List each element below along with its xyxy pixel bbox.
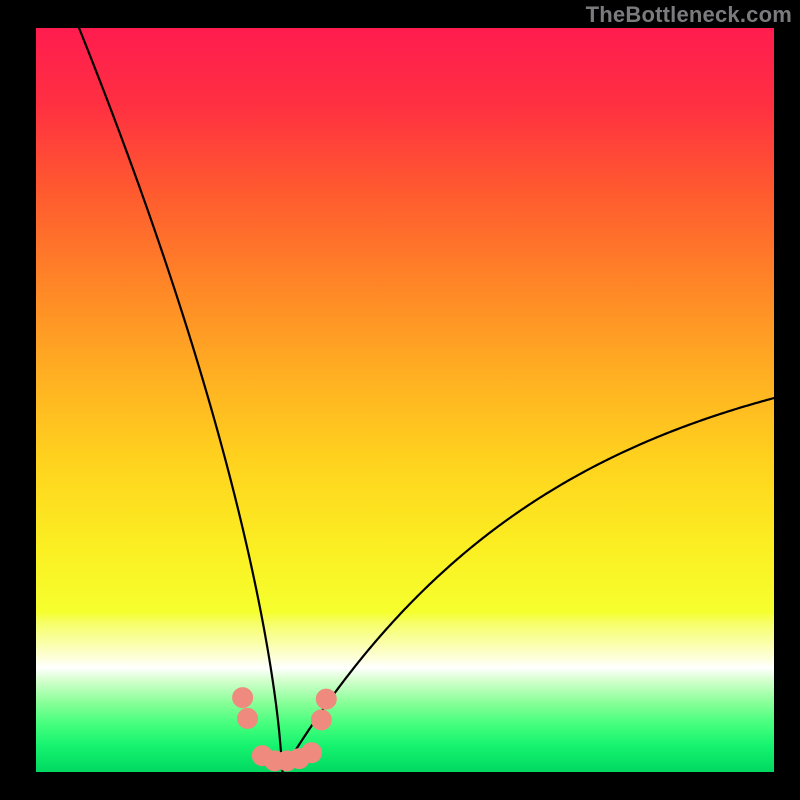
chart-svg <box>0 0 800 800</box>
data-marker <box>233 688 253 708</box>
chart-root: TheBottleneck.com <box>0 0 800 800</box>
data-marker <box>316 689 336 709</box>
plot-area <box>36 28 774 772</box>
data-marker <box>302 743 322 763</box>
watermark-text: TheBottleneck.com <box>586 2 792 28</box>
data-marker <box>311 710 331 730</box>
data-marker <box>238 708 258 728</box>
